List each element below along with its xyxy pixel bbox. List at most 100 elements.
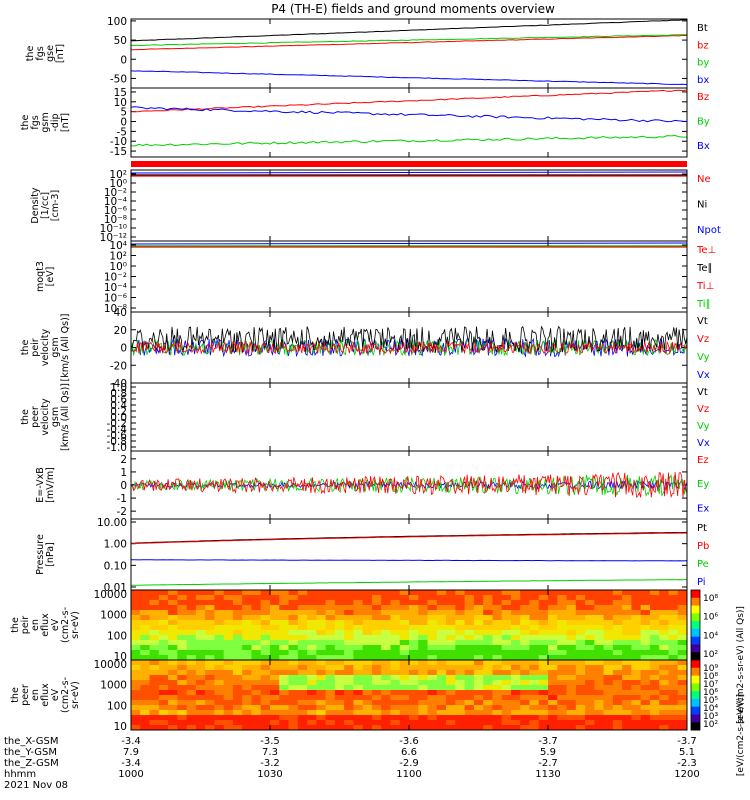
heatmap-cell — [168, 625, 178, 631]
heatmap-cell — [492, 600, 503, 606]
heatmap-cell — [575, 665, 586, 671]
heatmap-cell — [659, 645, 670, 651]
heatmap-cell — [279, 670, 290, 676]
heatmap-cell — [168, 640, 178, 646]
divider-bar — [131, 161, 687, 167]
heatmap-cell — [131, 690, 141, 696]
heatmap-cell — [631, 670, 642, 676]
plot-area — [131, 471, 687, 499]
heatmap-cell — [381, 655, 392, 660]
heatmap-cell — [205, 690, 215, 696]
heatmap-cell — [603, 650, 614, 656]
heatmap-cell — [520, 715, 531, 721]
heatmap-cell — [436, 605, 447, 611]
heatmap-cell — [344, 720, 354, 726]
heatmap-cell — [288, 595, 299, 601]
heatmap-cell — [390, 720, 401, 726]
heatmap-cell — [399, 610, 410, 616]
heatmap-cell — [316, 720, 327, 726]
heatmap-cell — [325, 680, 336, 686]
heatmap-cell — [548, 670, 558, 676]
heatmap-cell — [510, 595, 521, 601]
heatmap-cell — [242, 630, 253, 636]
heatmap-cell — [649, 715, 660, 721]
heatmap-cell — [464, 715, 475, 721]
heatmap-cell — [223, 615, 234, 621]
heatmap-cell — [186, 710, 197, 716]
heatmap-cell — [131, 640, 141, 646]
heatmap-cell — [232, 685, 243, 691]
heatmap-cell — [195, 620, 206, 626]
heatmap-cell — [325, 590, 336, 596]
heatmap-cell — [668, 675, 679, 681]
heatmap-cell — [455, 655, 466, 660]
heatmap-cell — [566, 640, 577, 646]
heatmap-cell — [390, 655, 401, 660]
y-tick-label: 10⁻⁸ — [104, 214, 127, 226]
y-axis-label: gsm — [40, 112, 51, 132]
heatmap-cell — [186, 655, 197, 660]
heatmap-cell — [140, 600, 151, 606]
heatmap-cell — [566, 710, 577, 716]
heatmap-cell — [677, 675, 687, 681]
heatmap-cell — [353, 715, 364, 721]
heatmap-cell — [427, 600, 438, 606]
heatmap-cell — [501, 650, 512, 656]
heatmap-cell — [483, 635, 493, 641]
heatmap-cell — [659, 680, 670, 686]
heatmap-cell — [242, 660, 253, 666]
heatmap-cell — [214, 660, 225, 666]
heatmap-cell — [353, 685, 364, 691]
heatmap-cell — [205, 700, 215, 706]
heatmap-cell — [260, 695, 271, 701]
heatmap-cell — [251, 695, 262, 701]
heatmap-cell — [640, 610, 651, 616]
heatmap-cell — [492, 630, 503, 636]
heatmap-cell — [427, 720, 438, 726]
heatmap-cell — [677, 715, 687, 721]
y-axis-label: [km/s (All Qs)] — [60, 383, 71, 451]
heatmap-cell — [473, 685, 484, 691]
heatmap-cell — [390, 665, 401, 671]
heatmap-cell — [307, 675, 317, 681]
heatmap-cell — [316, 635, 327, 641]
panel-frame — [130, 87, 688, 158]
heatmap-cell — [677, 645, 687, 651]
heatmap-cell — [399, 645, 410, 651]
heatmap-cell — [390, 610, 401, 616]
heatmap-cell — [149, 720, 160, 726]
heatmap-cell — [575, 685, 586, 691]
heatmap-cell — [612, 680, 623, 686]
y-axis-label: en — [30, 689, 41, 701]
heatmap-cell — [186, 610, 197, 616]
heatmap-cell — [223, 715, 234, 721]
heatmap-cell — [446, 625, 456, 631]
heatmap-cell — [548, 625, 558, 631]
legend-entry: Pe — [697, 559, 709, 570]
heatmap-cell — [492, 665, 503, 671]
heatmap-cell — [149, 630, 160, 636]
heatmap-cell — [510, 590, 521, 596]
heatmap-cell — [149, 695, 160, 701]
heatmap-cell — [436, 675, 447, 681]
heatmap-cell — [612, 695, 623, 701]
heatmap-cell — [316, 705, 327, 711]
heatmap-cell — [409, 660, 419, 666]
heatmap-cell — [232, 720, 243, 726]
heatmap-cell — [510, 710, 521, 716]
heatmap-cell — [158, 710, 169, 716]
heatmap-cell — [316, 645, 327, 651]
heatmap-cell — [575, 595, 586, 601]
heatmap-cell — [510, 615, 521, 621]
heatmap-cell — [538, 610, 549, 616]
heatmap-cell — [399, 700, 410, 706]
noise-trace — [131, 471, 687, 499]
heatmap-cell — [649, 710, 660, 716]
heatmap-cell — [214, 595, 225, 601]
heatmap-cell — [557, 670, 568, 676]
y-tick-label: 50 — [114, 35, 127, 47]
heatmap-cell — [548, 595, 558, 601]
heatmap-cell — [622, 695, 632, 701]
heatmap-cell — [548, 700, 558, 706]
heatmap-cell — [631, 640, 642, 646]
